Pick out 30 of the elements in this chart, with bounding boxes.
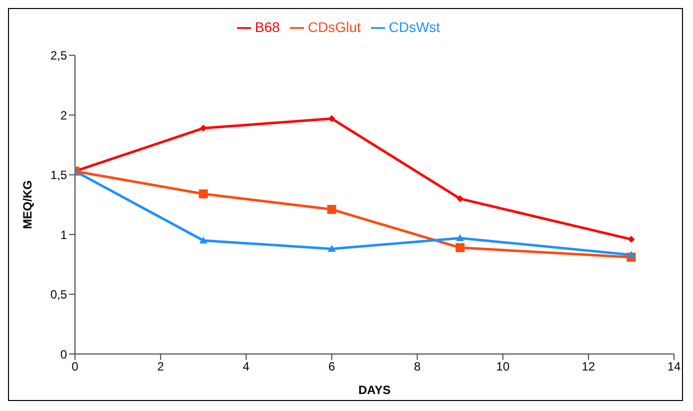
y-tick-label: 0 [60,347,68,362]
point [328,244,336,252]
point [198,189,208,198]
point [328,115,336,122]
x-tick-label: 4 [242,360,250,374]
x-tick-label: 0 [72,360,79,374]
x-tick-label: 8 [414,360,421,374]
point [628,236,635,243]
y-axis-title: MEQ/KG [20,180,34,229]
x-tick-label: 6 [328,360,336,374]
y-tick-label: 1,5 [50,168,68,182]
x-axis-title: DAYS [358,383,391,397]
y-tick-label: 2 [60,108,68,122]
point [456,195,464,202]
point [200,124,207,132]
point [456,243,465,252]
y-tick-label: 1 [60,228,68,242]
point [627,250,636,258]
point [199,236,208,244]
x-tick-label: 12 [582,360,596,374]
y-tick-label: 0,5 [50,288,68,302]
x-tick-label: 2 [157,360,164,374]
x-tick-label: 14 [667,360,681,374]
legend-label: CDsWst [388,19,440,35]
legend-label: B68 [254,19,280,35]
y-tick-label: 2,5 [50,48,68,63]
x-tick-label: 10 [496,360,510,374]
point [456,234,464,242]
legend-label: CDsGlut [308,19,361,35]
point [327,204,336,214]
